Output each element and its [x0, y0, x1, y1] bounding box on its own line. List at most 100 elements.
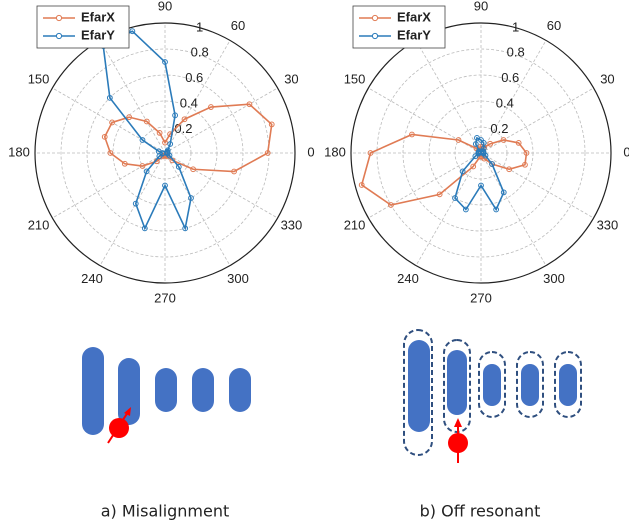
rod	[118, 358, 140, 425]
rod	[82, 347, 104, 435]
series-marker	[462, 206, 469, 213]
theta-tick-label: 60	[547, 18, 561, 33]
legend-label: EfarX	[397, 9, 431, 24]
legend-label: EfarX	[81, 9, 115, 24]
grid-spoke	[164, 152, 278, 219]
theta-tick-label: 60	[231, 18, 245, 33]
theta-tick-label: 150	[344, 71, 366, 86]
rod	[408, 340, 430, 432]
polar-plot: 03060901201501802102402703003300.20.40.6…	[8, 0, 314, 305]
series-marker	[162, 139, 168, 146]
series-marker	[470, 163, 477, 170]
series-marker	[132, 200, 139, 207]
series-marker	[493, 206, 500, 213]
grid-spoke	[480, 87, 594, 154]
arrow-head	[124, 407, 131, 416]
grid-spoke	[415, 152, 482, 266]
series-marker	[515, 140, 522, 146]
theta-tick-label: 150	[28, 71, 50, 86]
series-marker	[409, 131, 415, 138]
rod	[521, 364, 539, 406]
series-marker	[139, 163, 146, 169]
series-marker	[190, 166, 197, 173]
outer-ring	[34, 22, 296, 284]
series-marker	[480, 150, 487, 157]
series-marker	[474, 135, 480, 141]
series-marker	[523, 150, 530, 156]
legend-marker	[55, 14, 63, 22]
legend-marker	[371, 14, 379, 22]
series-marker	[506, 166, 513, 173]
grid-spoke	[480, 152, 547, 266]
r-tick-label: 1	[196, 19, 203, 34]
grid-spoke	[368, 152, 482, 219]
series-marker	[455, 137, 462, 143]
grid-spoke	[164, 152, 231, 266]
legend-box	[352, 5, 446, 49]
series-marker	[459, 168, 466, 175]
series-marker	[109, 119, 115, 126]
arrow-head	[454, 418, 462, 427]
mode-outline	[403, 329, 433, 456]
series-marker	[106, 94, 113, 101]
mode-outline	[516, 351, 544, 418]
theta-tick-label: 240	[397, 271, 419, 286]
theta-tick-label: 210	[344, 217, 366, 232]
series-marker	[126, 114, 133, 121]
diagram-a	[82, 347, 251, 444]
series-marker	[121, 160, 128, 167]
theta-tick-label: 330	[281, 217, 303, 232]
series-marker	[246, 101, 253, 108]
rod	[155, 368, 177, 412]
r-tick-label: 0.6	[185, 70, 203, 85]
series-marker	[522, 161, 528, 168]
theta-tick-label: 330	[597, 217, 619, 232]
series-line	[102, 30, 192, 231]
series-marker	[208, 104, 214, 110]
grid-spoke	[99, 152, 166, 266]
theta-tick-label: 300	[227, 271, 249, 286]
series-marker	[167, 141, 174, 147]
theta-tick-label: 90	[158, 0, 172, 13]
legend-marker	[371, 32, 379, 40]
series-marker	[182, 225, 189, 232]
grid-spoke	[164, 87, 278, 154]
r-tick-label: 1	[512, 19, 519, 34]
diagram-b-rods	[408, 340, 577, 463]
rod	[483, 364, 501, 406]
series-marker	[264, 150, 271, 156]
series-marker	[143, 118, 150, 125]
mode-outline	[554, 351, 582, 418]
theta-tick-label: 240	[81, 271, 103, 286]
series-marker	[487, 140, 494, 147]
theta-tick-label: 210	[28, 217, 50, 232]
caption: b) Off resonant	[420, 502, 541, 521]
rod	[192, 368, 214, 412]
theta-tick-label: 0	[307, 144, 314, 159]
theta-tick-label: 90	[474, 0, 488, 13]
grid-spoke	[415, 40, 482, 154]
series-marker	[101, 133, 108, 140]
series-marker	[156, 153, 163, 160]
rod	[229, 368, 251, 412]
rod	[559, 364, 577, 406]
series-marker	[162, 182, 168, 189]
polar-plot: 03060901201501802102402703003300.20.40.6…	[324, 0, 629, 305]
r-tick-label: 0.2	[490, 121, 508, 136]
grid-ring	[60, 48, 270, 258]
series-marker	[478, 182, 484, 189]
r-tick-label: 0.6	[501, 70, 519, 85]
series-marker	[268, 121, 275, 128]
r-tick-label: 0.4	[180, 96, 198, 111]
theta-tick-label: 300	[543, 271, 565, 286]
series-marker	[129, 28, 136, 35]
series-marker	[107, 150, 114, 156]
grid-spoke	[99, 40, 166, 154]
series-marker	[164, 147, 171, 154]
dipole-arrow	[107, 411, 129, 444]
series-marker	[500, 189, 507, 196]
series-marker	[489, 161, 495, 167]
grid-ring	[376, 48, 586, 258]
series-marker	[143, 168, 150, 175]
